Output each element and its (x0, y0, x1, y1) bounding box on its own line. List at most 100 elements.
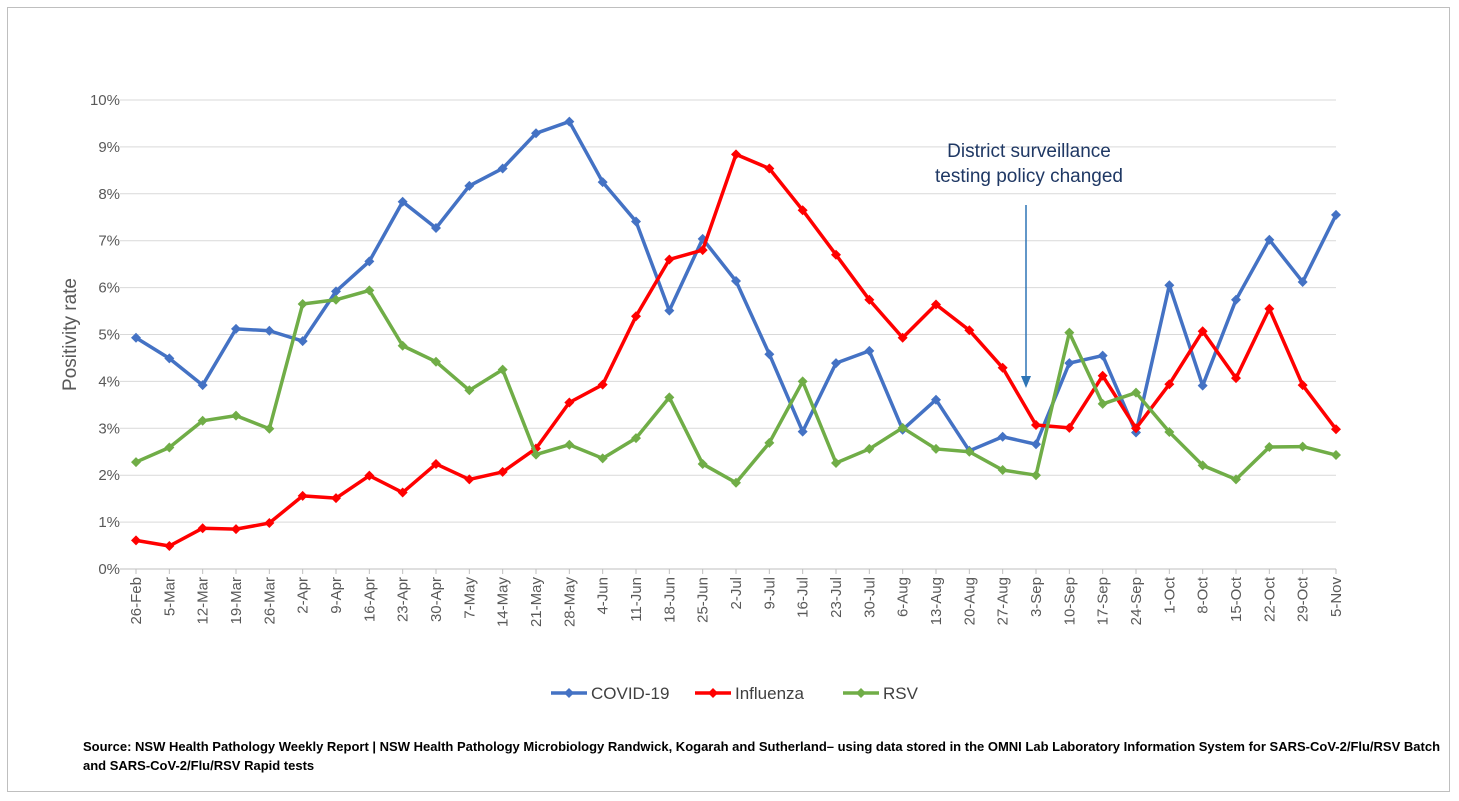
data-point (697, 458, 708, 469)
data-point (931, 394, 941, 405)
data-point (164, 442, 175, 453)
data-point (297, 490, 308, 501)
data-point (597, 177, 608, 188)
x-tick-label: 18-Jun (661, 577, 678, 623)
x-tick-label: 29-Oct (1295, 576, 1312, 622)
data-point (231, 410, 241, 421)
data-point (1031, 470, 1041, 481)
data-point (131, 332, 141, 343)
data-point (431, 223, 441, 234)
data-point (1031, 420, 1041, 431)
data-point (1197, 460, 1208, 471)
y-tick-label: 9% (98, 139, 120, 156)
x-tick-label: 26-Mar (261, 577, 278, 625)
x-tick-label: 14-May (495, 577, 512, 628)
x-tick-label: 30-Jul (861, 577, 878, 618)
x-tick-label: 19-Mar (228, 577, 245, 625)
data-point (1164, 280, 1175, 291)
x-tick-label: 23-Jul (828, 577, 845, 618)
x-tick-label: 3-Sep (1028, 577, 1045, 617)
data-point (1297, 380, 1308, 391)
data-point (1064, 327, 1075, 338)
x-tick-label: 5-Nov (1328, 577, 1345, 618)
data-point (864, 443, 875, 454)
x-tick-label: 26-Feb (128, 577, 145, 625)
data-point (1264, 303, 1275, 314)
data-point (864, 345, 875, 356)
data-point (1097, 370, 1108, 381)
x-tick-label: 21-May (528, 577, 545, 628)
x-tick-label: 9-Jul (761, 577, 778, 610)
y-tick-label: 1% (98, 514, 120, 531)
data-point (631, 311, 641, 322)
legend-item: COVID-19 (551, 684, 669, 703)
data-point (864, 294, 875, 305)
data-point (764, 349, 775, 360)
x-tick-label: 25-Jun (695, 577, 712, 623)
data-point (131, 535, 141, 546)
x-tick-label: 23-Apr (395, 577, 412, 622)
data-point (264, 518, 275, 529)
legend-item: Influenza (695, 684, 805, 703)
data-point (1131, 387, 1141, 398)
data-point (364, 285, 375, 296)
data-point (731, 276, 741, 287)
data-point (1331, 450, 1341, 461)
data-point (964, 325, 975, 336)
data-point (264, 423, 275, 434)
data-point (431, 356, 441, 367)
y-tick-label: 4% (98, 373, 120, 390)
y-tick-label: 3% (98, 420, 120, 437)
data-point (197, 523, 208, 534)
x-tick-label: 17-Sep (1095, 577, 1112, 625)
x-tick-label: 30-Apr (428, 577, 445, 622)
data-point (1231, 294, 1241, 305)
annotation-arrowhead (1021, 376, 1031, 388)
data-point (897, 422, 908, 433)
data-point (131, 457, 141, 468)
y-axis-ticks: 0% 1% 2% 3% 4% 5% 6% 7% 8% 9% 10% (90, 92, 120, 578)
legend-marker (856, 688, 866, 698)
data-point (1197, 326, 1208, 337)
y-axis-label: Positivity rate (60, 278, 81, 391)
data-point (364, 470, 375, 481)
x-tick-label: 10-Sep (1061, 577, 1078, 625)
x-tick-label: 27-Aug (995, 577, 1012, 625)
x-tick-label: 16-Apr (361, 577, 378, 622)
data-point (1164, 427, 1175, 438)
data-point (631, 433, 641, 444)
y-tick-label: 5% (98, 327, 120, 344)
data-point (797, 426, 808, 437)
legend-marker (564, 688, 574, 698)
data-point (531, 128, 541, 139)
data-point (564, 116, 575, 127)
data-point (764, 437, 775, 448)
data-point (731, 477, 741, 488)
x-tick-label: 4-Jun (595, 577, 612, 615)
y-tick-label: 7% (98, 233, 120, 250)
data-point (331, 294, 341, 305)
annotation-group: District surveillance testing policy cha… (935, 141, 1123, 388)
data-point (1064, 422, 1075, 433)
x-tick-label: 2-Apr (295, 577, 312, 614)
data-point (197, 380, 208, 391)
data-point (664, 392, 675, 403)
data-point (231, 323, 241, 334)
x-tick-label: 7-May (461, 577, 478, 619)
data-point (564, 397, 575, 408)
data-point (931, 443, 941, 454)
data-point (497, 163, 508, 174)
data-point (1097, 350, 1108, 361)
x-tick-label: 1-Oct (1161, 576, 1178, 614)
data-point (897, 332, 908, 343)
legend-label: COVID-19 (591, 684, 669, 703)
data-point (1264, 234, 1275, 245)
x-tick-label: 22-Oct (1261, 576, 1278, 622)
data-point (831, 358, 841, 369)
data-point (831, 249, 841, 260)
x-tick-label: 13-Aug (928, 577, 945, 625)
data-point (664, 254, 675, 265)
data-point (797, 376, 808, 387)
series-covid-19 (131, 116, 1341, 456)
series-influenza (131, 149, 1341, 552)
